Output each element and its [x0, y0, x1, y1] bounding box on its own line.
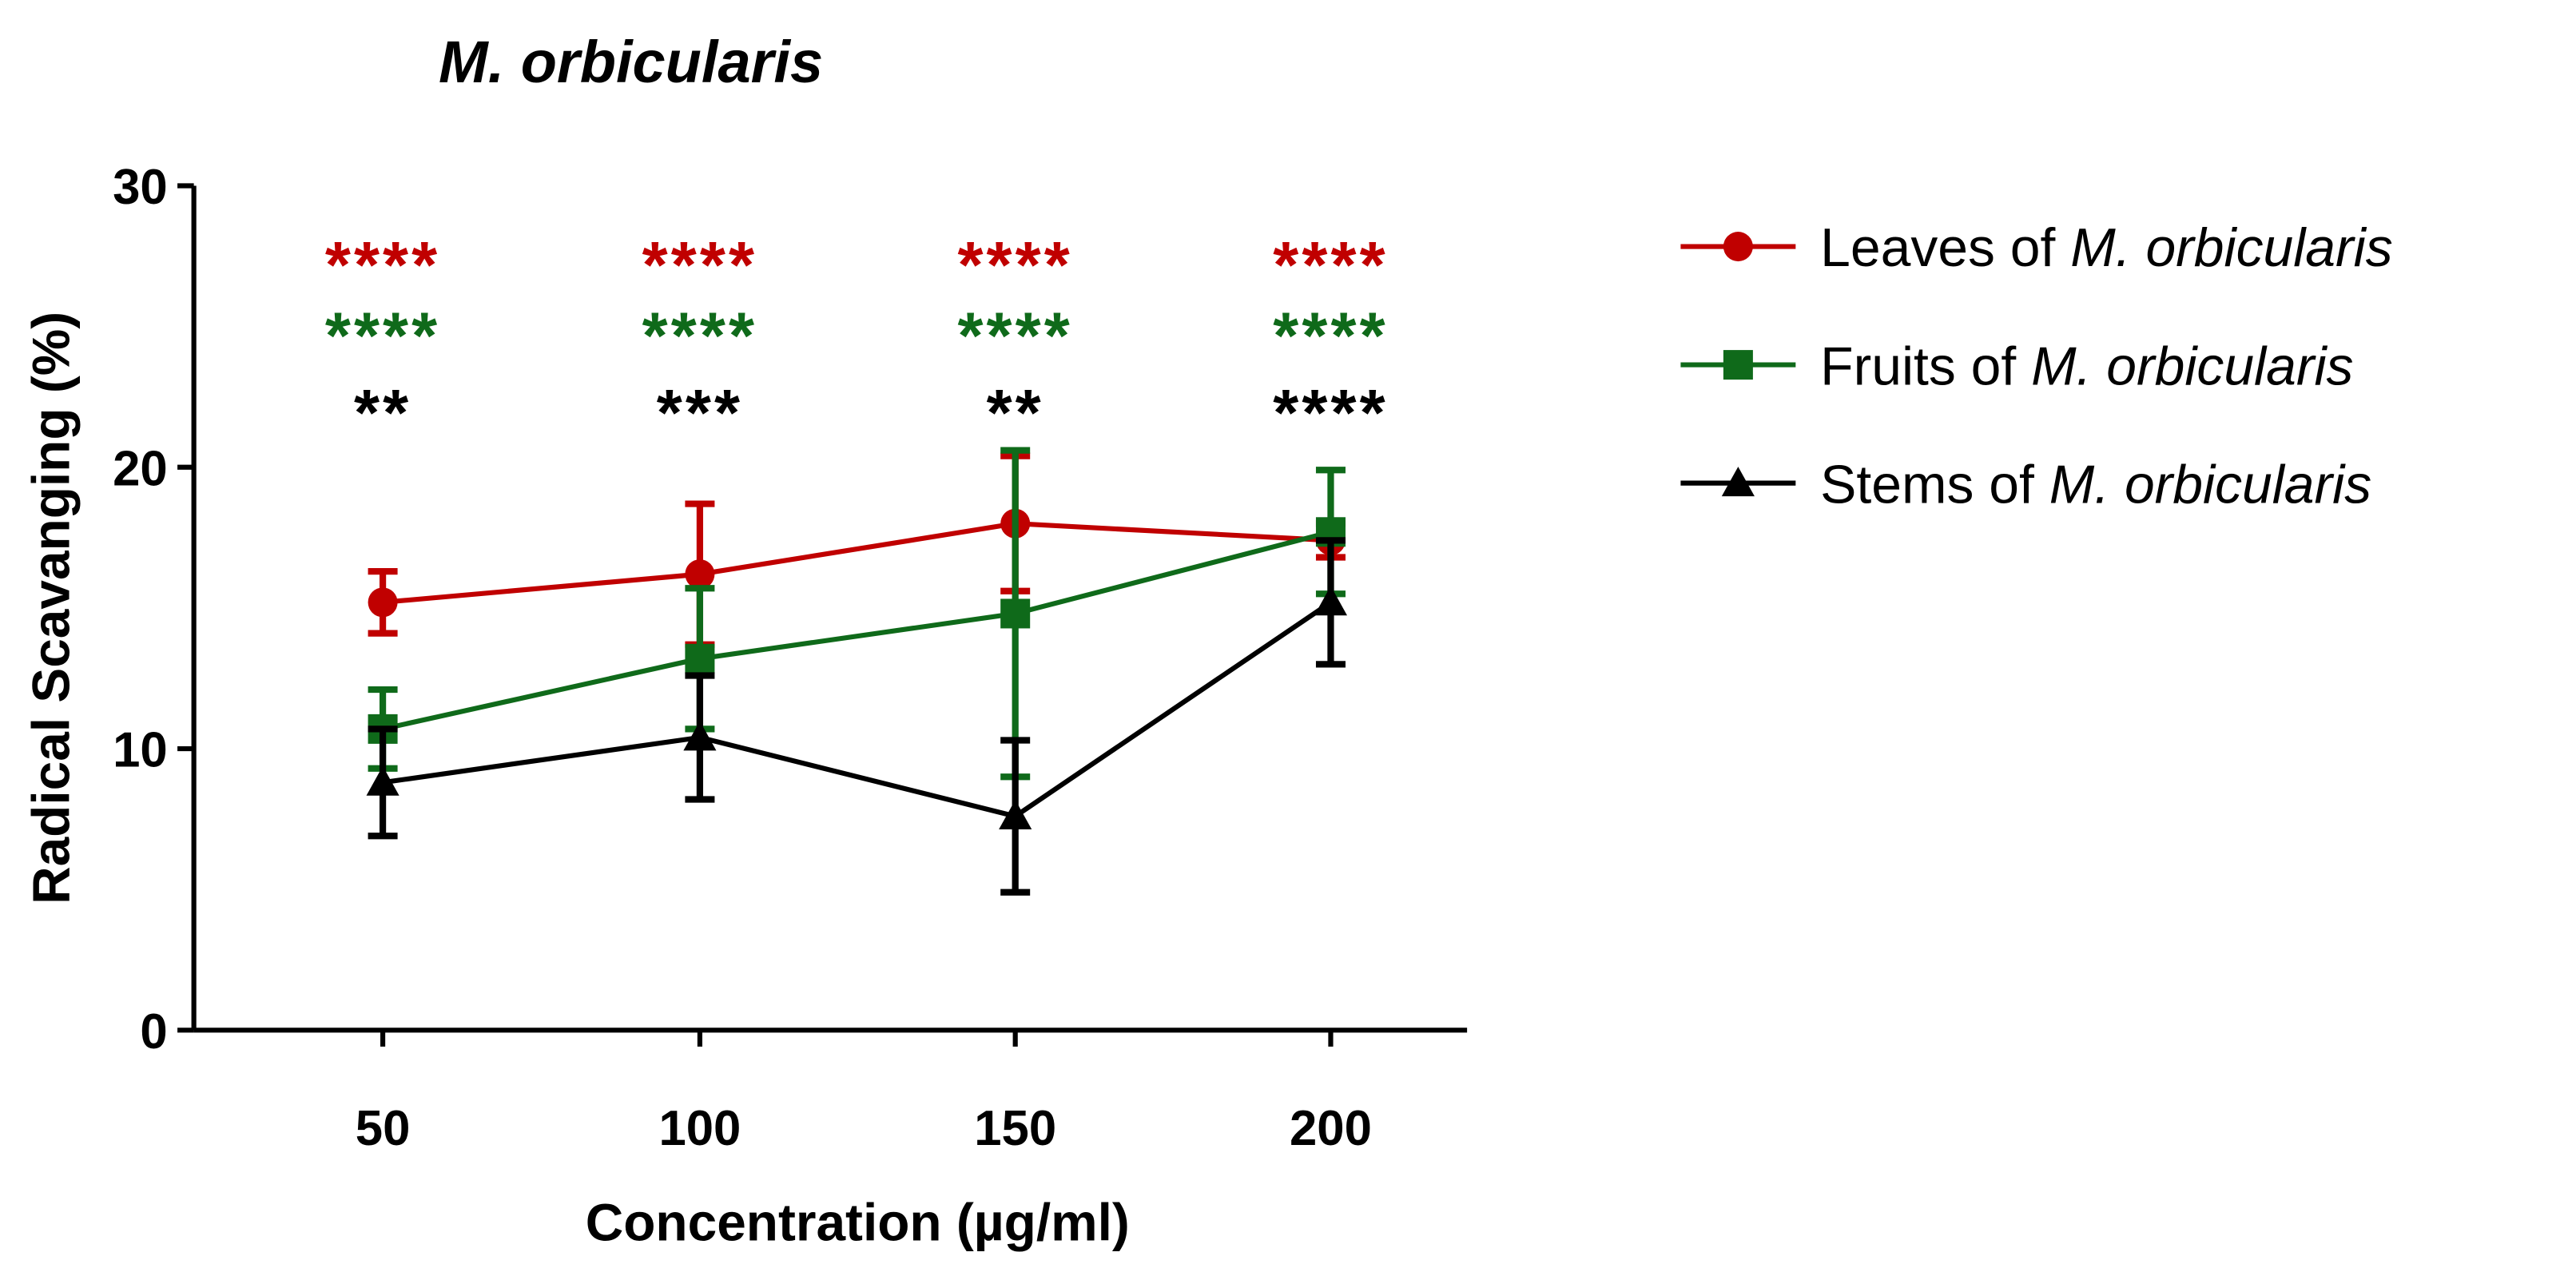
significance-stars: ****: [325, 229, 440, 302]
x-tick-label: 100: [658, 1101, 741, 1156]
significance-stars: ****: [1273, 300, 1388, 372]
legend-marker: [1721, 467, 1755, 497]
x-tick-label: 150: [974, 1101, 1056, 1156]
legend-marker: [1723, 350, 1753, 380]
legend-label: Leaves of M. orbicularis: [1820, 218, 2392, 278]
significance-stars: ***: [657, 377, 743, 450]
significance-stars: ****: [1273, 229, 1388, 302]
legend-marker: [1723, 232, 1753, 262]
data-point: [1314, 586, 1348, 616]
significance-stars: ****: [642, 300, 757, 372]
significance-stars: **: [354, 377, 411, 450]
significance-stars: ****: [957, 300, 1072, 372]
series-circle: [368, 452, 1346, 648]
data-point: [1000, 598, 1031, 629]
significance-stars: ****: [1273, 377, 1388, 450]
y-tick-label: 20: [113, 441, 168, 496]
y-tick-label: 0: [140, 1004, 167, 1059]
significance-stars: ****: [642, 229, 757, 302]
x-tick-label: 50: [356, 1101, 411, 1156]
y-tick-label: 10: [113, 723, 168, 778]
data-point: [366, 765, 400, 796]
x-tick-label: 200: [1290, 1101, 1372, 1156]
series-line: [382, 600, 1333, 819]
y-tick-label: 30: [113, 160, 168, 215]
legend: Leaves of M. orbicularis Fruits of M. orb…: [1680, 218, 2393, 515]
significance-annotations: **** **** **** ******** **** **** ****** *** ** *…: [325, 229, 1388, 450]
series-square: [368, 447, 1346, 781]
series-line: [382, 529, 1332, 732]
x-axis-label: Concentration (µg/ml): [586, 1193, 1130, 1252]
data-point: [683, 721, 717, 751]
significance-stars: ****: [957, 229, 1072, 302]
data-point: [685, 559, 715, 590]
data-point: [685, 643, 715, 674]
series-layer: [366, 447, 1348, 896]
y-axis-label: Radical Scavanging (%): [21, 312, 80, 904]
legend-label: Fruits of M. orbicularis: [1820, 336, 2353, 396]
data-point: [999, 800, 1032, 830]
series-line: [382, 521, 1331, 605]
data-point: [368, 587, 398, 618]
significance-stars: ****: [325, 300, 440, 372]
series-triangle: [366, 537, 1348, 896]
legend-label: Stems of M. orbicularis: [1820, 455, 2371, 515]
significance-stars: **: [987, 377, 1044, 450]
axes: 0 10 20 30 50 100 150 200: [113, 160, 1468, 1156]
chart-title: M. orbicularis: [439, 29, 823, 95]
